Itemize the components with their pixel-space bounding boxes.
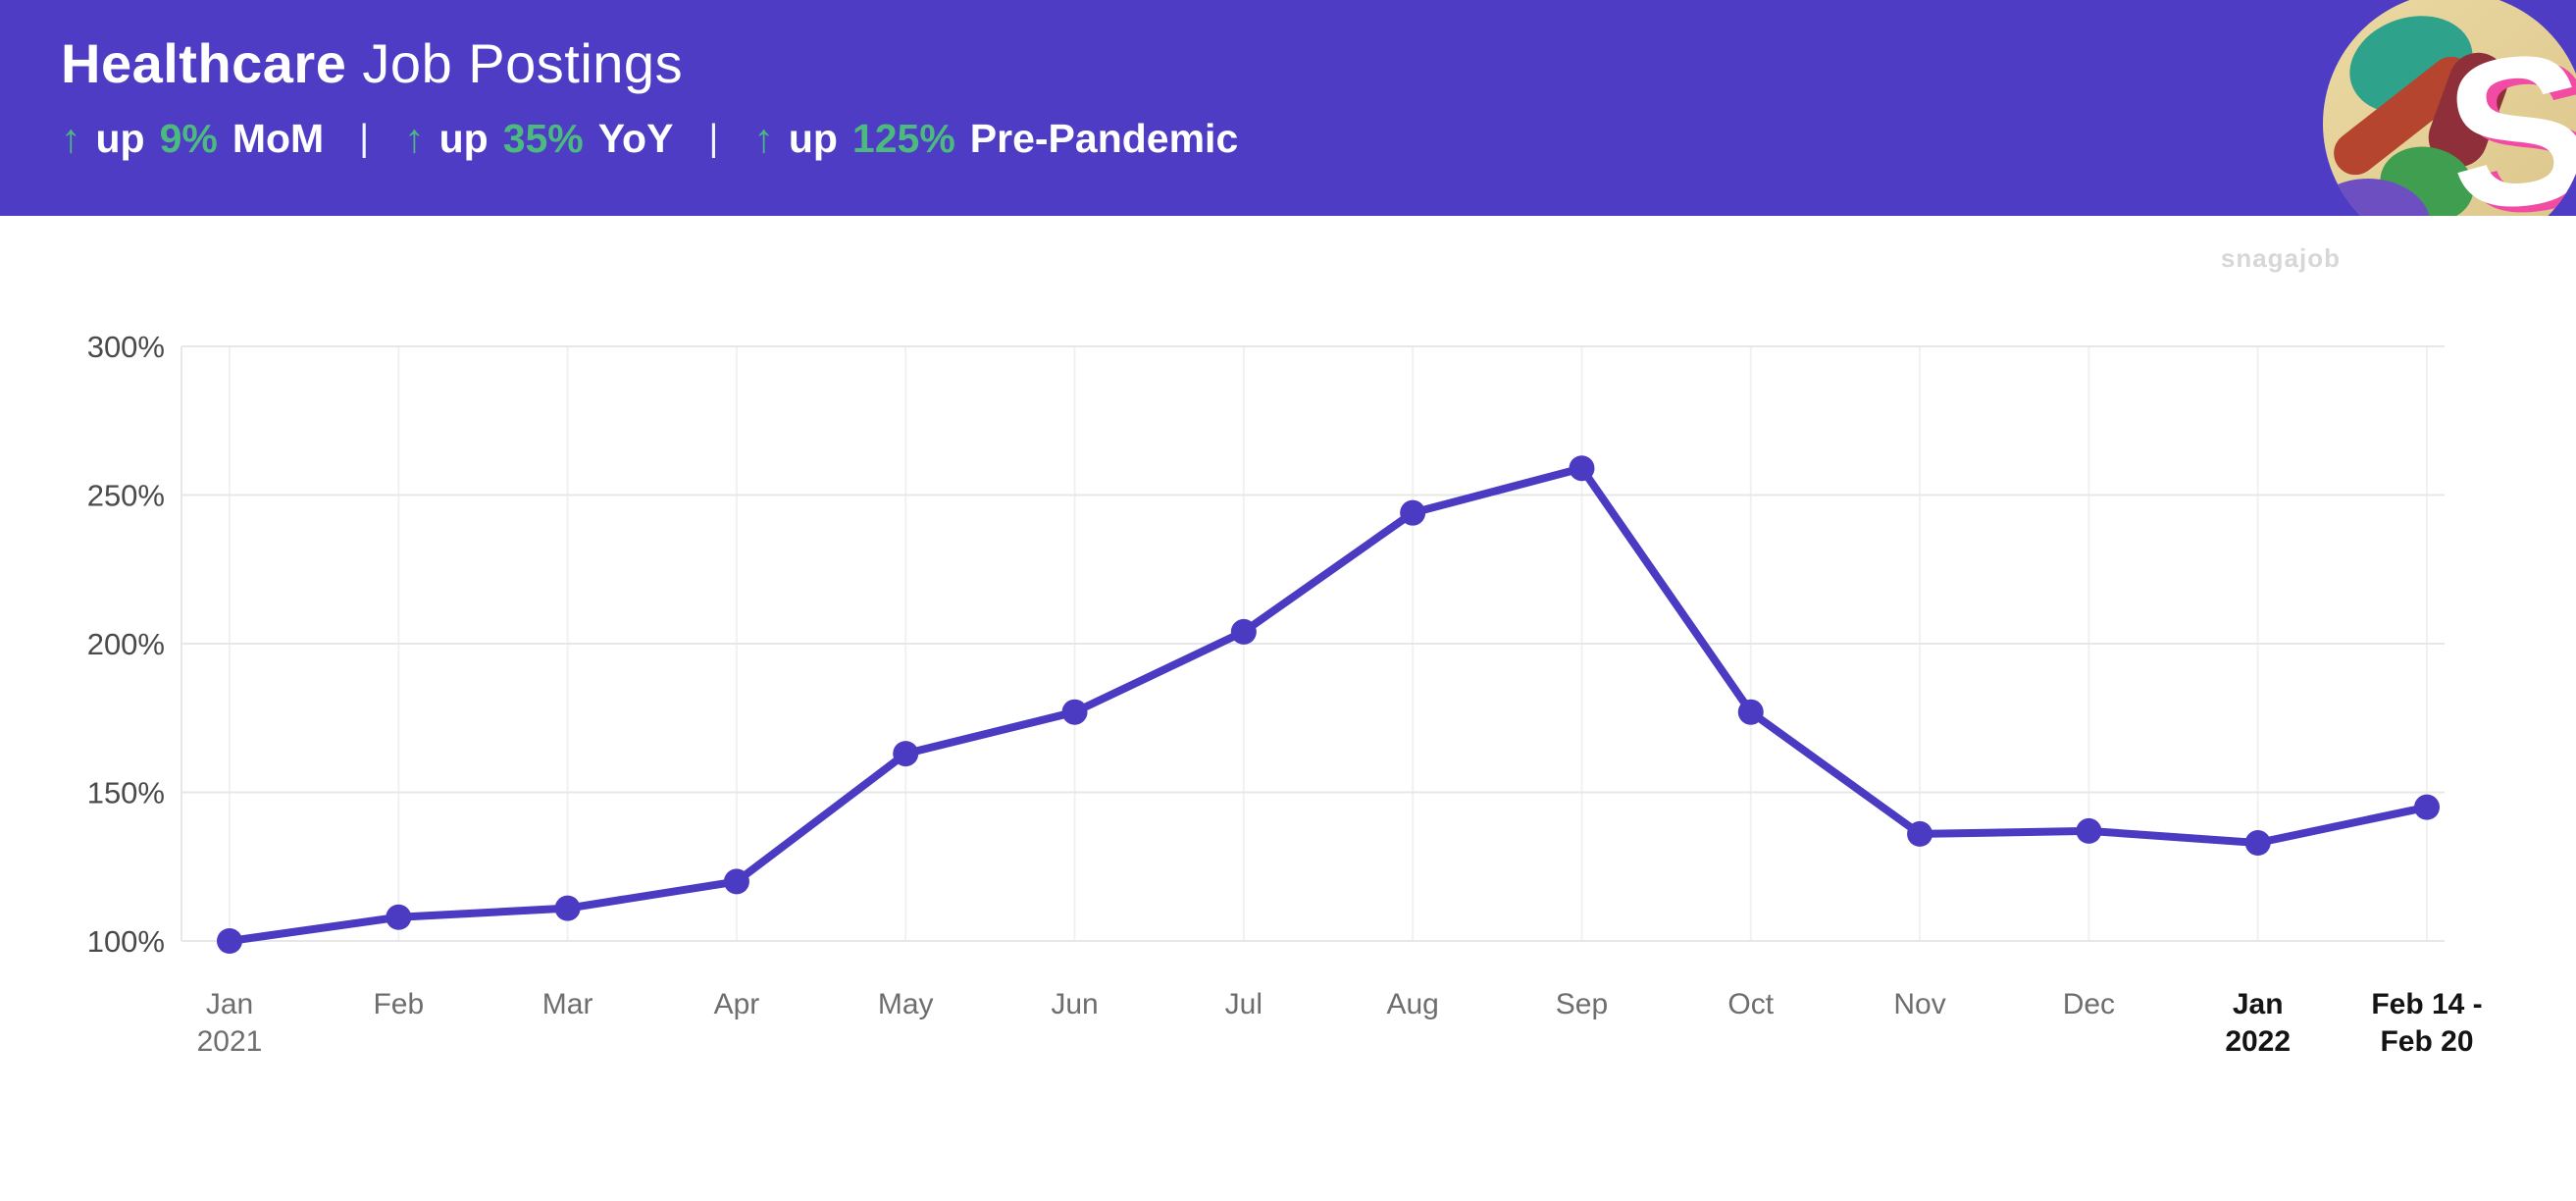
stat-value: 35% (502, 115, 584, 161)
x-tick-label: Aug (1386, 988, 1438, 1020)
title-rest: Job Postings (346, 32, 684, 94)
stat-prefix: up (788, 115, 838, 161)
stat-label: YoY (597, 115, 674, 161)
stat-mom: ↑ up 9% MoM (61, 116, 324, 162)
data-point (1230, 618, 1257, 645)
line-chart: 100% 150% 200% 250% 300% Jan 2021 Feb Mar Apr May J… (87, 330, 2483, 1058)
stat-divider: | (359, 117, 370, 159)
y-tick-label: 300% (87, 330, 165, 364)
x-tick-label: Dec (2063, 988, 2115, 1020)
stat-value: 125% (851, 115, 955, 161)
x-tick-label: Jan (2233, 988, 2284, 1020)
stat-yoy: ↑ up 35% YoY (404, 116, 673, 162)
x-tick-label: 2022 (2225, 1025, 2291, 1058)
data-point (2076, 817, 2102, 844)
data-point (1061, 699, 1088, 725)
data-point (723, 868, 749, 895)
up-arrow-icon: ↑ (404, 115, 425, 161)
data-point (1569, 455, 1595, 482)
x-tick-label: Jul (1225, 988, 1262, 1020)
x-tick-label: May (878, 988, 934, 1020)
y-tick-label: 200% (87, 627, 165, 661)
data-point (2414, 794, 2440, 820)
stat-prefix: up (95, 115, 145, 161)
y-tick-label: 250% (87, 479, 165, 513)
data-point (893, 741, 919, 767)
stat-pre-pandemic: ↑ up 125% Pre-Pandemic (753, 116, 1238, 162)
data-point (386, 904, 412, 930)
x-tick-label: Apr (714, 988, 760, 1020)
x-tick-label: Nov (1893, 988, 1945, 1020)
stat-prefix: up (438, 115, 489, 161)
data-point (2244, 830, 2271, 857)
snagajob-s-logo-icon: S (2435, 6, 2576, 216)
data-point (1400, 499, 1426, 526)
trend-line (226, 464, 2431, 945)
y-tick-label: 100% (87, 924, 165, 959)
data-point (1907, 820, 1933, 847)
snagajob-watermark: snagajob (2220, 243, 2341, 273)
page-title: Healthcare Job Postings (61, 33, 2576, 94)
chart-area: 100% 150% 200% 250% 300% Jan 2021 Feb Mar Apr May J… (0, 216, 2576, 1201)
data-point (554, 895, 581, 921)
header: Healthcare Job Postings ↑ up 9% MoM | ↑ … (0, 0, 2576, 216)
x-tick-label: Sep (1556, 988, 1608, 1020)
up-arrow-icon: ↑ (753, 115, 774, 161)
healthcare-job-postings-report: Healthcare Job Postings ↑ up 9% MoM | ↑ … (0, 0, 2576, 1058)
x-tick-label: Feb 20 (2380, 1025, 2473, 1058)
x-tick-label: Oct (1727, 988, 1774, 1020)
stat-label: MoM (232, 115, 325, 161)
data-point (1737, 699, 1764, 725)
y-tick-label: 150% (87, 776, 165, 810)
stats-row: ↑ up 9% MoM | ↑ up 35% YoY | ↑ up 125% P… (61, 116, 2576, 162)
x-tick-label: Jan (206, 988, 253, 1020)
up-arrow-icon: ↑ (61, 115, 81, 161)
x-tick-label: Mar (542, 988, 593, 1020)
stat-divider: | (708, 117, 719, 159)
stat-label: Pre-Pandemic (969, 115, 1239, 161)
x-tick-label: Jun (1051, 988, 1098, 1020)
x-tick-label: 2021 (197, 1025, 263, 1058)
data-point (217, 928, 242, 954)
x-tick-label: Feb 14 - (2371, 988, 2482, 1020)
title-category: Healthcare (61, 32, 347, 94)
stat-value: 9% (159, 115, 218, 161)
logo-avatar: S (2323, 0, 2576, 216)
x-tick-label: Feb (373, 988, 424, 1020)
